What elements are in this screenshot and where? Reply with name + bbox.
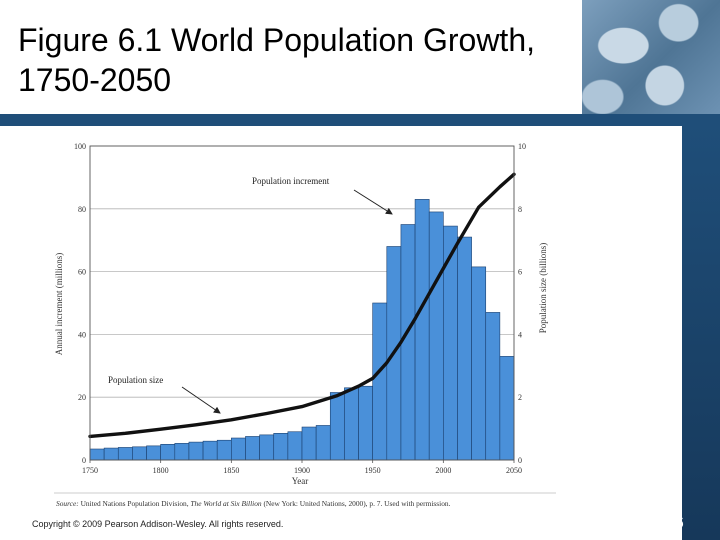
annotation-population-increment-label: Population increment [252, 176, 330, 186]
bar-2020 [471, 266, 487, 461]
y2-axis-label: Population size (billions) [538, 243, 548, 334]
bar-2010 [457, 236, 472, 461]
header-divider-bar [0, 114, 720, 126]
y-tick-label: 0 [82, 456, 86, 465]
page-number: 6 [674, 513, 684, 532]
y2-tick-label: 8 [518, 205, 522, 214]
bar-1820 [188, 441, 204, 461]
chart-svg: 1750 1800 1850 1900 1950 2000 2050 02040608010… [54, 142, 556, 508]
x-tick-label: 1750 [82, 466, 98, 475]
bar-1830 [202, 440, 218, 461]
bar-1890 [287, 431, 303, 461]
y2-tick-label: 2 [518, 393, 522, 402]
chart-source: Source: United Nations Population Divisi… [56, 499, 451, 508]
annotation-population-size-label: Population size [108, 375, 163, 385]
bar-1860 [245, 436, 260, 461]
y2-tick-label: 10 [518, 142, 526, 151]
bar-2000 [443, 225, 458, 461]
x-tick-label: 2000 [435, 466, 451, 475]
y-axis-label: Annual increment (millions) [54, 253, 64, 355]
bar-1920 [329, 392, 345, 461]
bar-1940 [358, 385, 373, 461]
x-tick-label: 2050 [506, 466, 522, 475]
x-tick-label: 1900 [294, 466, 310, 475]
bar-1970 [400, 224, 416, 461]
bar-1750 [89, 448, 105, 461]
x-tick-label: 1850 [223, 466, 239, 475]
right-side-panel [682, 126, 720, 540]
x-tick-labels: 1750 1800 1850 1900 1950 2000 2050 [82, 466, 522, 475]
y-tick-label: 100 [74, 142, 86, 151]
bar-1840 [216, 439, 232, 461]
source-prefix: Source: [56, 499, 79, 508]
y2-tick-labels: 0 2 4 6 8 10 [518, 142, 526, 465]
source-title: The World at Six Billion [190, 499, 261, 508]
x-tick-label: 1800 [153, 466, 169, 475]
population-size-line [88, 172, 516, 439]
copyright-notice: Copyright © 2009 Pearson Addison-Wesley.… [32, 519, 284, 529]
bar-1800 [160, 443, 176, 461]
y2-tick-label: 6 [518, 268, 522, 277]
bar-2040 [499, 356, 515, 461]
bar-1810 [174, 443, 190, 461]
y-tick-label: 80 [78, 205, 86, 214]
bar-1980 [414, 199, 430, 461]
bar-1910 [315, 425, 331, 461]
bar-1780 [132, 446, 147, 461]
x-tick-label: 1950 [365, 466, 381, 475]
chart-line-layer [88, 172, 516, 439]
y-tick-label: 20 [78, 393, 86, 402]
bar-1930 [344, 387, 359, 461]
slide-title: Figure 6.1 World Population Growth, 1750… [18, 22, 535, 98]
bar-1770 [117, 447, 133, 461]
chart-axes [89, 145, 515, 463]
y-tick-labels: 0 20 40 60 80 100 [74, 142, 86, 465]
source-tail: (New York: United Nations, 2000), p. 7. … [263, 499, 450, 508]
chart-bars [89, 199, 515, 461]
annotation-population-increment-arrow [353, 189, 393, 215]
x-axis-label: Year [292, 476, 309, 486]
annotation-population-increment: Population increment [252, 176, 393, 215]
bar-1870 [259, 434, 275, 461]
y2-tick-label: 4 [518, 330, 522, 339]
bar-1900 [301, 426, 317, 461]
bar-2030 [485, 312, 501, 461]
annotation-population-size-arrow [181, 386, 221, 414]
annotation-population-size: Population size [108, 375, 221, 414]
y2-tick-label: 0 [518, 456, 522, 465]
y-tick-label: 60 [78, 268, 86, 277]
y-tick-label: 40 [78, 330, 86, 339]
bar-1790 [146, 445, 161, 461]
population-chart: 1750 1800 1850 1900 1950 2000 2050 0 20 40 60 80 10… [40, 134, 570, 514]
bar-1990 [428, 211, 444, 461]
source-body: United Nations Population Division, [81, 499, 191, 508]
bar-1880 [273, 433, 289, 461]
plot-frame [89, 145, 515, 461]
world-map-header-image [582, 0, 720, 114]
bar-1950 [372, 302, 388, 461]
bar-1850 [231, 437, 246, 461]
bar-1760 [103, 447, 119, 461]
